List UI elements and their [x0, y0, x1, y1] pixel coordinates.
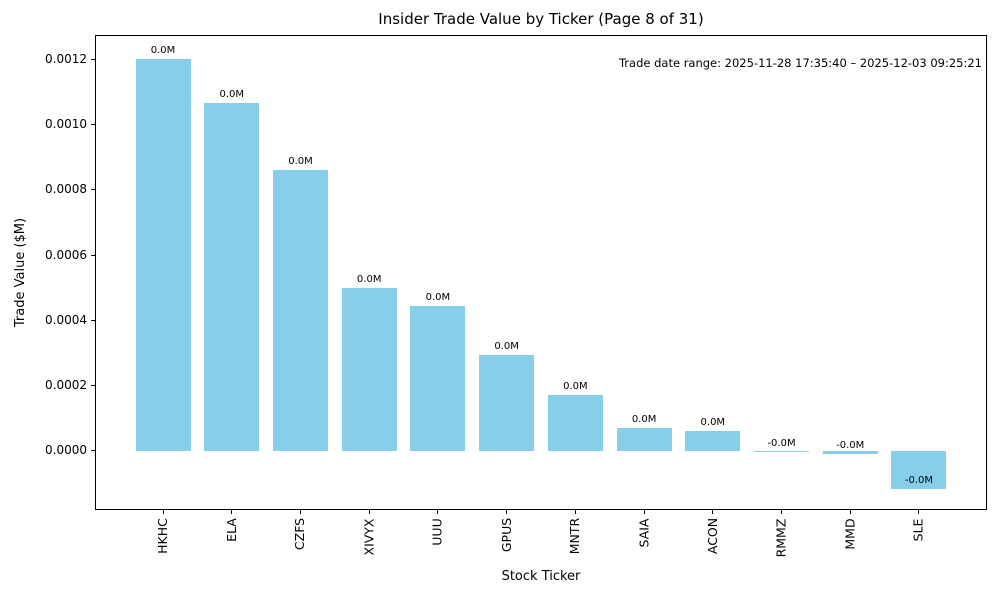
- bar-SLE: [891, 450, 947, 489]
- bar-value-label: -0.0M: [767, 437, 796, 449]
- y-tick-label: 0.0002: [45, 378, 87, 393]
- x-tick-mark: [918, 510, 920, 514]
- y-tick-label: 0.0004: [45, 312, 87, 327]
- bar-CZFS: [272, 170, 328, 451]
- y-axis-label: Trade Value ($M): [12, 217, 28, 328]
- bar-ACON: [685, 431, 741, 451]
- x-tick-label-MNTR: MNTR: [567, 517, 583, 555]
- y-tick-label: 0.0012: [45, 51, 87, 66]
- x-tick-label-MMD: MMD: [842, 517, 858, 550]
- x-tick-mark: [849, 510, 851, 514]
- date-range-annotation: Trade date range: 2025-11-28 17:35:40 – …: [618, 56, 982, 70]
- bar-value-label: 0.0M: [425, 291, 451, 303]
- x-tick-label-ACON: ACON: [704, 517, 720, 555]
- bar-value-label: 0.0M: [631, 414, 657, 426]
- bar-value-label: 0.0M: [150, 45, 176, 57]
- y-tick-label: 0.0010: [45, 116, 87, 131]
- y-tick-mark: [91, 385, 95, 387]
- x-tick-label-XIVYX: XIVYX: [361, 518, 377, 555]
- bar-value-label: 0.0M: [563, 381, 588, 393]
- x-tick-label-UUU: UUU: [430, 517, 446, 546]
- x-tick-mark: [368, 510, 370, 514]
- bar-value-label: 0.0M: [219, 89, 245, 101]
- x-tick-label-HKHC: HKHC: [154, 518, 170, 554]
- bar-value-label: -0.0M: [904, 474, 934, 486]
- x-tick-mark: [712, 510, 714, 514]
- x-tick-mark: [781, 510, 783, 514]
- x-tick-label-CZFS: CZFS: [292, 517, 308, 551]
- bar-value-label: 0.0M: [494, 340, 519, 352]
- y-tick-mark: [91, 254, 95, 256]
- x-tick-label-RMMZ: RMMZ: [773, 518, 789, 557]
- bar-value-label: 0.0M: [356, 273, 382, 285]
- bar-MMD: [822, 450, 878, 454]
- x-tick-mark: [299, 510, 301, 514]
- y-tick-label: 0.0000: [45, 443, 87, 458]
- x-tick-mark: [643, 510, 645, 514]
- y-tick-mark: [91, 189, 95, 191]
- x-tick-mark: [437, 510, 439, 514]
- x-axis-label: Stock Ticker: [501, 569, 581, 584]
- bar-MNTR: [547, 395, 603, 451]
- x-tick-mark: [506, 510, 508, 514]
- x-tick-label-ELA: ELA: [223, 518, 239, 542]
- y-tick-mark: [91, 319, 95, 321]
- x-tick-label-SAIA: SAIA: [636, 518, 652, 547]
- bar-UUU: [410, 305, 466, 451]
- y-tick-mark: [91, 58, 95, 60]
- bar-RMMZ: [754, 450, 809, 452]
- x-tick-mark: [231, 510, 233, 514]
- x-tick-mark: [162, 510, 164, 514]
- chart-title: Insider Trade Value by Ticker (Page 8 of…: [378, 10, 704, 28]
- y-tick-mark: [91, 123, 95, 125]
- bar-ELA: [204, 103, 260, 451]
- bar-value-label: 0.0M: [288, 156, 313, 168]
- y-tick-mark: [91, 450, 95, 452]
- x-tick-mark: [574, 510, 576, 514]
- bar-HKHC: [135, 59, 191, 451]
- bar-value-label: -0.0M: [836, 439, 865, 451]
- bar-XIVYX: [341, 287, 397, 451]
- bar-GPUS: [479, 354, 535, 451]
- x-tick-label-GPUS: GPUS: [498, 517, 514, 553]
- y-tick-label: 0.0006: [45, 247, 87, 262]
- x-tick-label-SLE: SLE: [910, 518, 926, 541]
- bar-value-label: 0.0M: [700, 417, 726, 429]
- bar-SAIA: [616, 428, 672, 451]
- y-tick-label: 0.0008: [45, 182, 87, 197]
